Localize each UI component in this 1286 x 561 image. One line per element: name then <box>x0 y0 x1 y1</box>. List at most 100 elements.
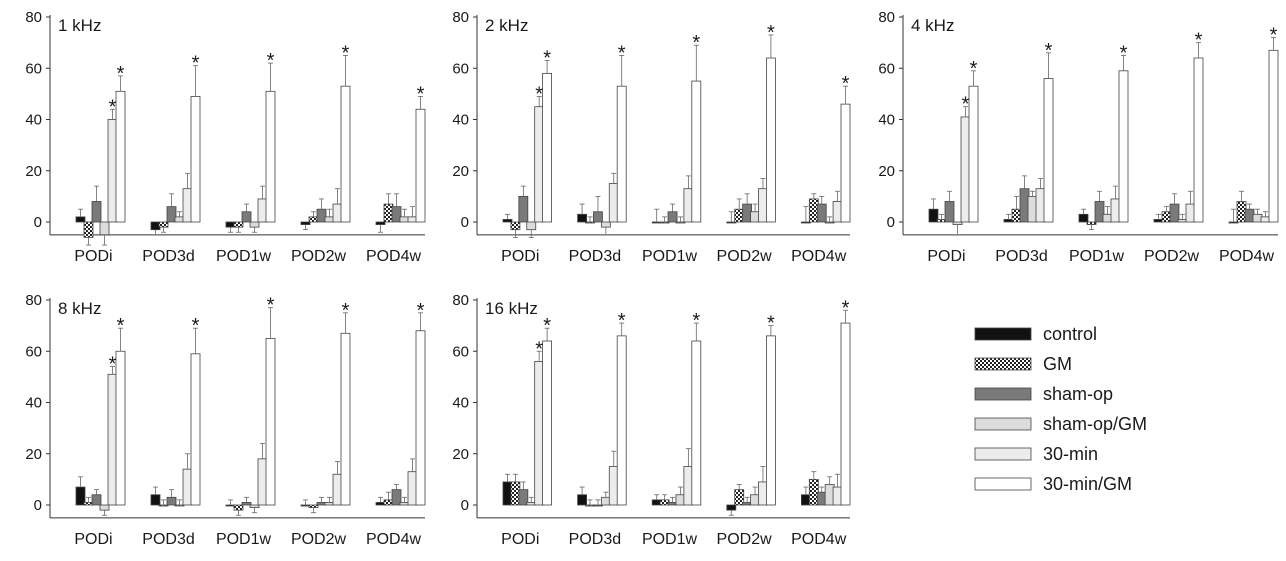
x-tick-label: POD3d <box>142 248 194 265</box>
legend-label-control: control <box>1043 324 1097 344</box>
significance-marker: * <box>342 42 350 64</box>
chart-panel-16-khz: 0 20 40 60 80 16 kHz PODi POD3d POD1w POD2w POD4w *… <box>452 292 851 548</box>
x-tick-label: POD1w <box>216 248 272 265</box>
y-tick-label: 20 <box>25 163 42 180</box>
bar-sham-op-podi <box>91 201 102 223</box>
bar-sham-op-pod1w <box>241 211 252 223</box>
y-tick-label: 80 <box>25 292 42 309</box>
bar-sham-op-gm-podi <box>99 504 110 511</box>
x-tick-label: POD1w <box>216 531 272 548</box>
legend-label-sham-op-gm: sham-op/GM <box>1043 414 1147 434</box>
significance-marker: * <box>417 83 425 105</box>
panel-title: 1 kHz <box>58 16 101 35</box>
significance-marker: * <box>618 310 626 332</box>
x-tick-label: POD4w <box>366 531 422 548</box>
y-tick-label: 80 <box>452 9 469 26</box>
bar-control-pod3d <box>577 213 587 223</box>
panel-title: 4 kHz <box>911 16 954 35</box>
bar-30-min-gm-pod2w <box>340 85 351 223</box>
significance-marker: * <box>109 354 117 376</box>
bar-30-min-gm-pod1w <box>691 340 702 506</box>
bar-30-min-gm-pod3d <box>190 96 201 223</box>
significance-marker: * <box>767 313 775 335</box>
y-tick-label: 80 <box>25 9 42 26</box>
bar-control-pod3d <box>150 494 161 506</box>
x-tick-label: POD2w <box>1144 248 1200 265</box>
bar-30-min-gm-pod2w <box>766 335 776 506</box>
significance-marker: * <box>692 32 700 54</box>
x-tick-label: POD1w <box>1069 248 1125 265</box>
y-tick-label: 20 <box>452 163 469 180</box>
bar-30-min-gm-pod1w <box>691 80 702 223</box>
bar-30-min-gm-pod4w <box>840 103 851 223</box>
bar-sham-op-gm-podi <box>99 221 110 236</box>
bar-30-min-gm-podi <box>115 350 126 506</box>
x-tick-label: POD3d <box>142 531 194 548</box>
bar-sham-op-gm-podi <box>526 221 537 231</box>
bar-30-min-gm-podi <box>968 85 979 223</box>
x-tick-label: POD4w <box>791 531 847 548</box>
bar-sham-op-pod3d <box>593 211 603 223</box>
x-tick-label: POD3d <box>569 248 621 265</box>
bar-sham-op-pod3d <box>166 496 177 506</box>
significance-marker: * <box>970 58 978 80</box>
legend-swatch-control <box>974 327 1032 341</box>
bar-30-min-gm-pod4w <box>1268 49 1279 223</box>
bar-30-min-gm-podi <box>542 72 552 223</box>
significance-marker: * <box>842 297 850 319</box>
bar-gm-pod1w <box>233 221 244 228</box>
legend-swatch-gm <box>974 357 1032 371</box>
x-tick-label: POD4w <box>1219 248 1275 265</box>
x-tick-label: POD2w <box>717 531 773 548</box>
y-tick-label: 0 <box>34 497 42 514</box>
legend-swatch-30-min-gm <box>974 477 1032 491</box>
legend: control GM sham-op sham-op/GM 30-min 30-min/G… <box>974 324 1147 494</box>
bar-30-min-gm-pod3d <box>616 85 627 223</box>
x-tick-label: PODi <box>501 531 539 548</box>
significance-marker: * <box>1120 42 1128 64</box>
bar-gm-podi <box>83 221 94 238</box>
bar-30-min-gm-pod3d <box>616 335 627 506</box>
x-tick-label: POD2w <box>291 531 347 548</box>
bar-sham-op-pod4w <box>816 203 827 223</box>
bar-sham-op-podi <box>944 201 955 223</box>
x-tick-label: PODi <box>501 248 539 265</box>
y-tick-label: 60 <box>25 343 42 360</box>
bar-control-pod1w <box>1078 213 1089 223</box>
panel-title: 8 kHz <box>58 299 101 318</box>
bar-30-min-gm-pod3d <box>1043 78 1054 223</box>
y-tick-label: 60 <box>452 60 469 77</box>
significance-marker: * <box>962 94 970 116</box>
bar-30-min-gm-pod2w <box>1193 57 1204 223</box>
y-tick-label: 40 <box>25 112 42 129</box>
y-tick-label: 40 <box>452 395 469 412</box>
legend-swatch-sham-op-gm <box>974 417 1032 431</box>
y-tick-label: 0 <box>34 214 42 231</box>
bar-30-min-gm-podi <box>115 90 126 223</box>
x-tick-label: PODi <box>74 248 112 265</box>
legend-swatch-30-min <box>974 447 1032 461</box>
significance-marker: * <box>543 315 551 337</box>
significance-marker: * <box>535 338 543 360</box>
significance-marker: * <box>192 315 200 337</box>
y-tick-label: 40 <box>25 395 42 412</box>
significance-marker: * <box>535 83 543 105</box>
bar-sham-op-pod1w <box>667 211 678 223</box>
panel-title: 16 kHz <box>485 299 538 318</box>
y-tick-label: 60 <box>25 60 42 77</box>
y-tick-label: 20 <box>878 163 895 180</box>
y-tick-label: 80 <box>878 9 895 26</box>
bar-gm-pod1w <box>233 504 244 511</box>
y-tick-label: 60 <box>452 343 469 360</box>
bar-sham-op-podi <box>518 195 529 223</box>
y-tick-label: 0 <box>461 497 469 514</box>
significance-marker: * <box>1270 25 1278 47</box>
significance-marker: * <box>1195 30 1203 52</box>
bar-gm-pod3d <box>158 221 169 228</box>
panel-title: 2 kHz <box>485 16 528 35</box>
bar-30-min-gm-pod4w <box>840 322 851 506</box>
